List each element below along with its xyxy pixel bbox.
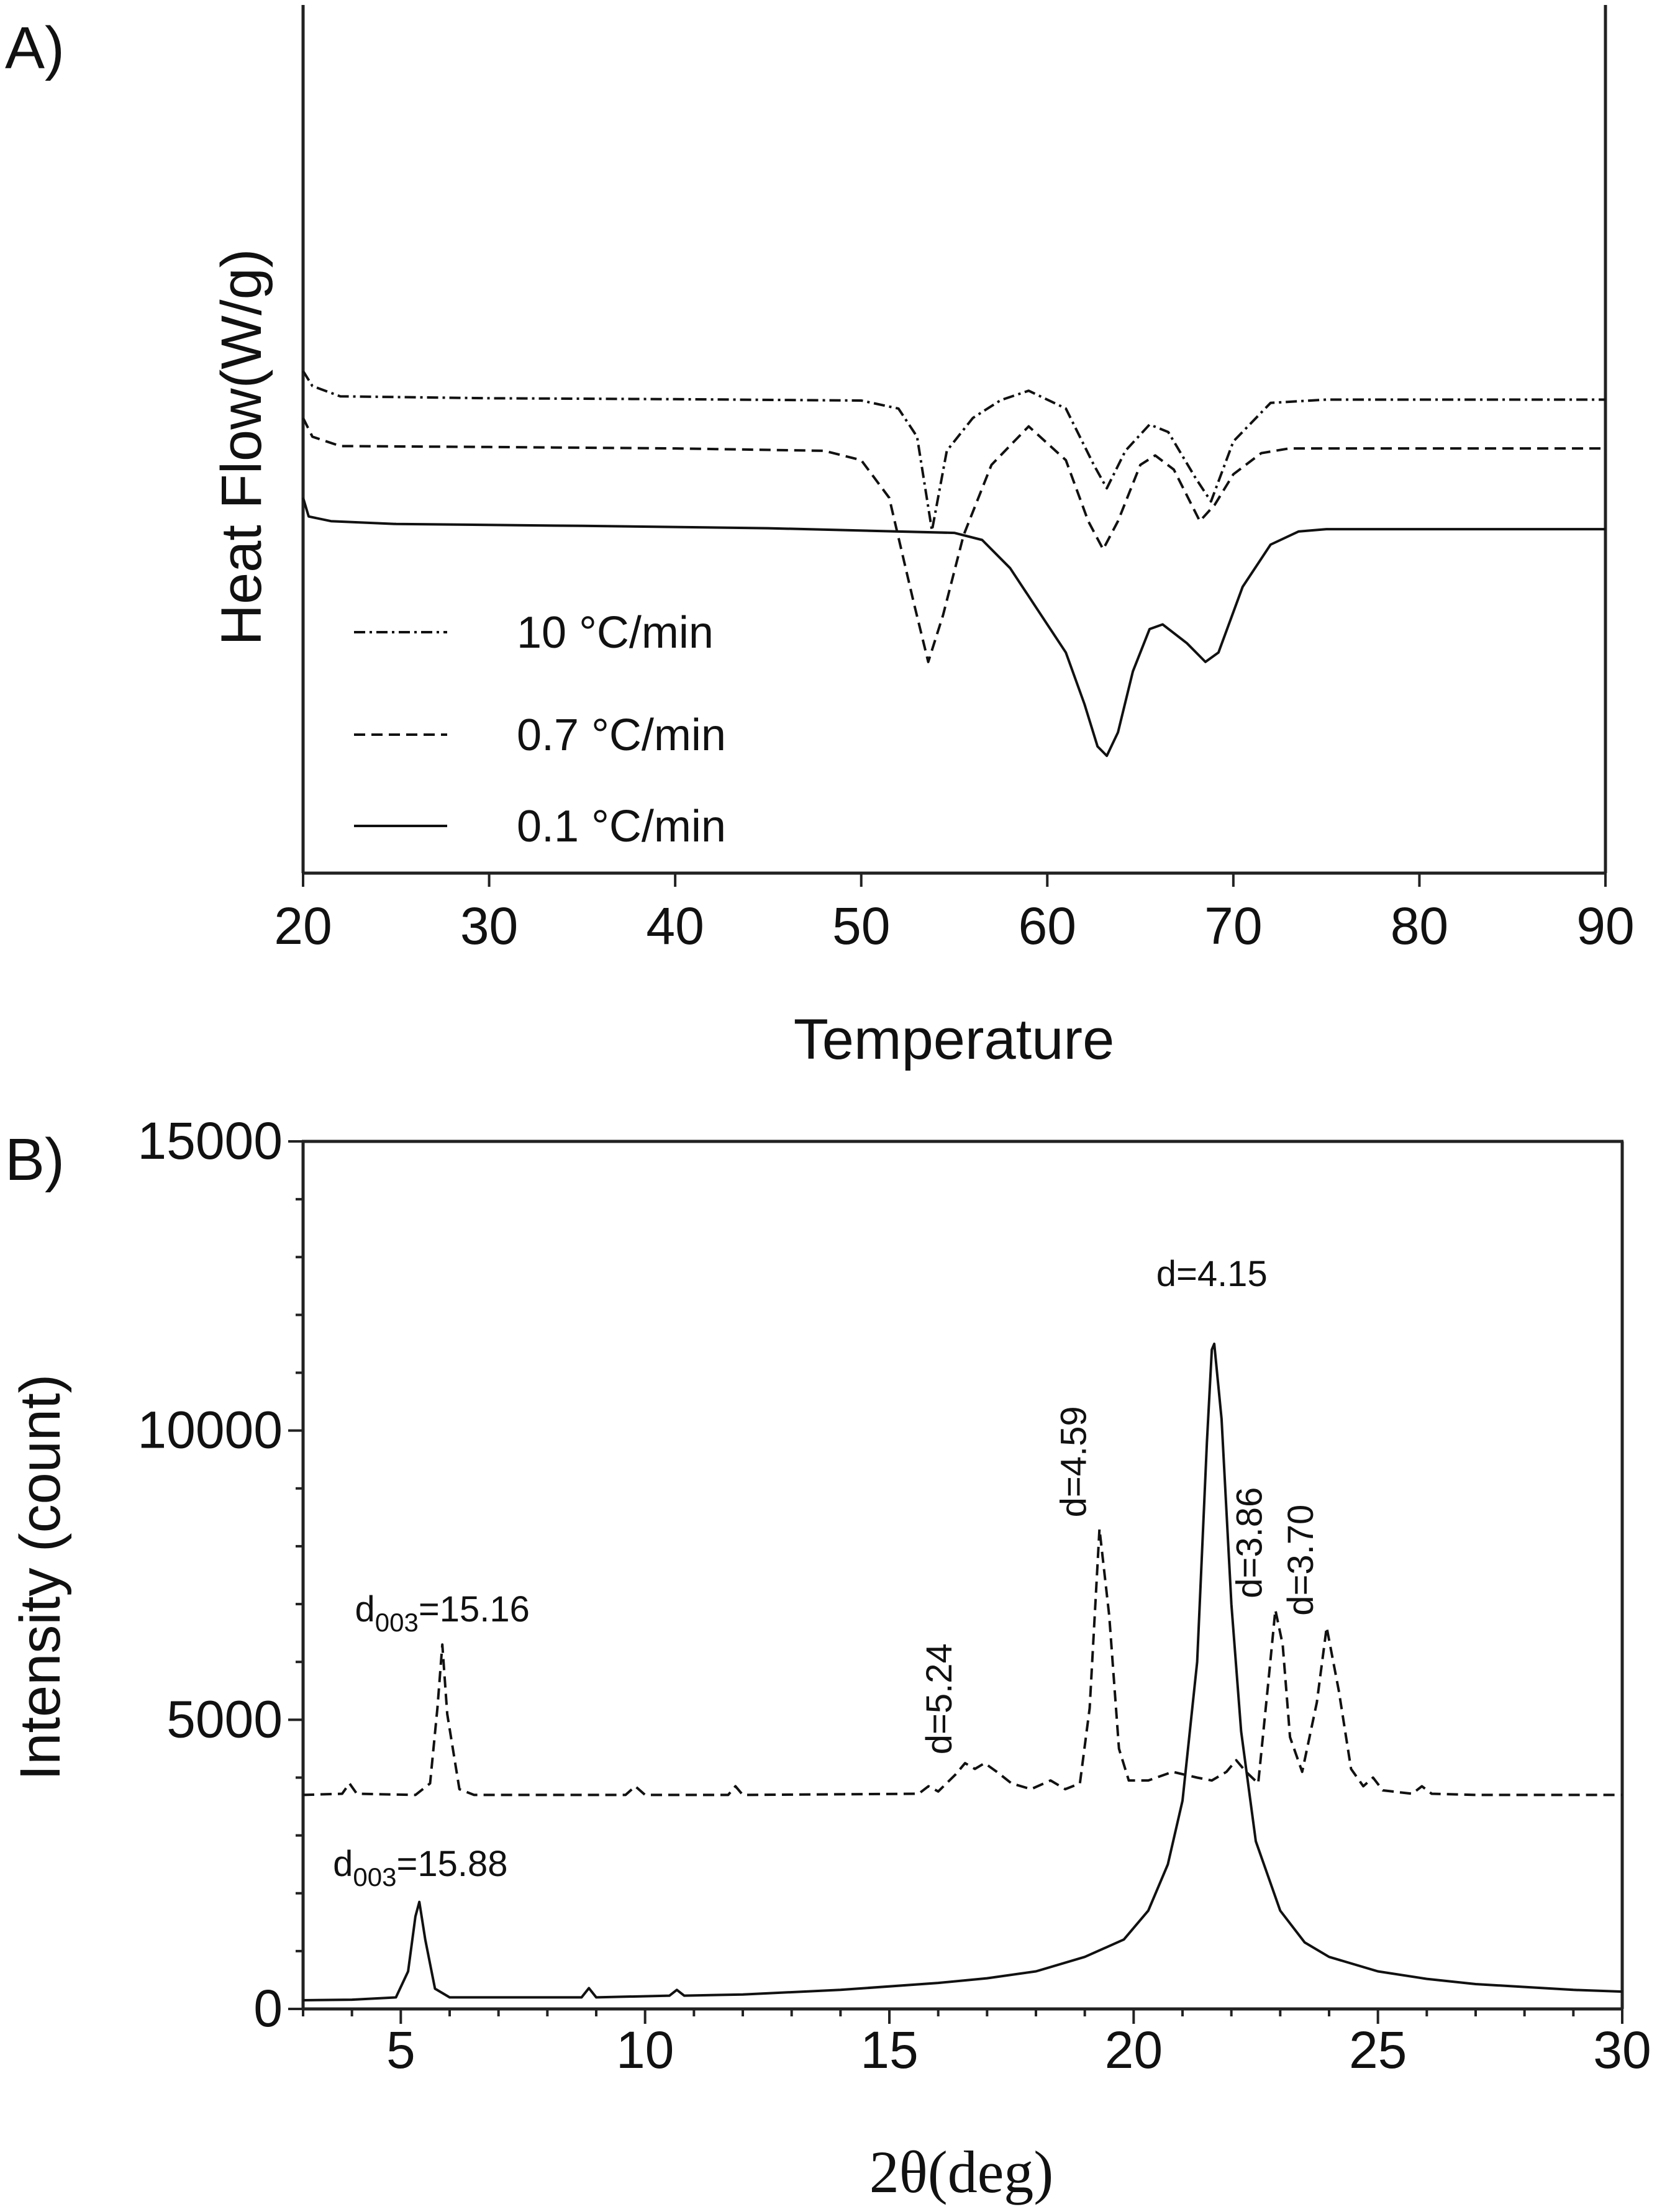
peak-annotation: d=5.24 <box>919 1643 960 1754</box>
panel-b-x-tick-label: 25 <box>1349 2021 1407 2079</box>
panel-b-x-axis-label: 2θ(deg) <box>869 2139 1054 2205</box>
panel-a-x-tick-label: 40 <box>646 897 704 955</box>
panel-a-label: A) <box>5 15 65 81</box>
legend-label-01cmin: 0.1 °C/min <box>517 802 726 851</box>
panel-b-y-tick-label: 15000 <box>137 1112 283 1170</box>
panel-a: A) 20 30 40 50 60 70 80 90 Temperature Heat Flo… <box>5 5 1635 1071</box>
panel-b-x-tick-label: 30 <box>1593 2021 1651 2079</box>
panel-b-y-tick-label: 0 <box>253 1979 283 2037</box>
peak-annotation: d003=15.88 <box>333 1844 507 1892</box>
panel-a-y-axis-label: Heat Flow(W/g) <box>210 249 273 646</box>
panel-b-x-tick-label: 15 <box>860 2021 918 2079</box>
panel-a-series <box>302 370 1605 758</box>
panel-a-x-axis-label: Temperature <box>794 1008 1114 1071</box>
panel-a-x-tick-label: 20 <box>274 897 332 955</box>
panel-b: B) 5 10 15 20 25 30 0 5000 10000 15000 d003=15.16… <box>5 1112 1651 2205</box>
panel-a-series-line-1 <box>302 417 1605 663</box>
legend-label-10cmin: 10 °C/min <box>517 608 714 658</box>
panel-a-x-tick-label: 50 <box>832 897 890 955</box>
panel-a-x-tick-label: 60 <box>1019 897 1076 955</box>
panel-b-y-tick-label: 10000 <box>137 1401 283 1459</box>
peak-annotation: d003=15.16 <box>355 1589 530 1637</box>
panel-a-series-line-2 <box>302 497 1605 758</box>
peak-annotation: d=4.15 <box>1156 1254 1268 1294</box>
panel-b-x-tick-label: 5 <box>386 2021 415 2079</box>
peak-annotation: d=3.86 <box>1229 1487 1269 1598</box>
panel-b-ticks: 5 10 15 20 25 30 0 5000 10000 15000 <box>137 1112 1651 2079</box>
panel-b-label: B) <box>5 1126 65 1193</box>
panel-b-x-tick-label: 10 <box>616 2021 674 2079</box>
peak-annotation: d=3.70 <box>1281 1505 1321 1616</box>
panel-b-y-tick-label: 5000 <box>166 1690 283 1748</box>
panel-b-series-line-1 <box>302 1343 1623 2001</box>
panel-a-x-tick-label: 90 <box>1576 897 1634 955</box>
panel-b-y-axis-label: Intensity (count) <box>9 1374 72 1781</box>
panel-b-series-line-0 <box>302 1528 1622 1797</box>
panel-a-x-tick-label: 70 <box>1204 897 1262 955</box>
peak-annotation: d=4.59 <box>1053 1406 1094 1517</box>
panel-a-series-line-0 <box>302 370 1605 532</box>
legend-label-07cmin: 0.7 °C/min <box>517 710 726 760</box>
panel-b-x-tick-label: 20 <box>1105 2021 1163 2079</box>
panel-b-annotations: d003=15.16 d003=15.88 d=5.24 d=4.59 d=4.15 d=… <box>333 1254 1321 1892</box>
panel-a-x-ticks: 20 30 40 50 60 70 80 90 <box>274 873 1635 955</box>
panel-a-x-tick-label: 80 <box>1391 897 1448 955</box>
panel-a-legend: 10 °C/min 0.7 °C/min 0.1 °C/min <box>354 608 726 851</box>
panel-a-x-tick-label: 30 <box>460 897 518 955</box>
panel-b-series <box>302 1343 1623 2001</box>
